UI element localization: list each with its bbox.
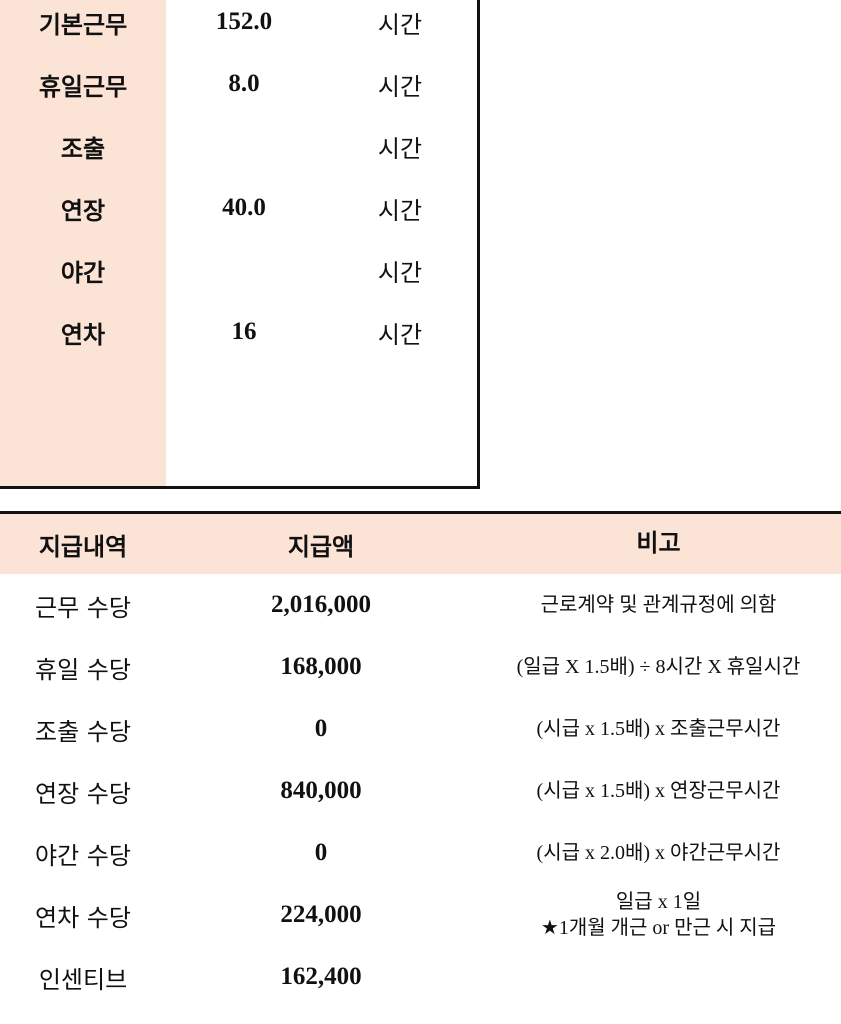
hours-row: 기본근무 152.0 시간: [0, 0, 478, 53]
header-note: 비고: [636, 529, 681, 558]
hours-value: 152.0: [215, 8, 273, 35]
hours-row: 휴일근무 8.0 시간: [0, 53, 478, 115]
hours-row: 연장 40.0 시간: [0, 177, 478, 239]
pay-note: (시급 x 1.5배) x 연장근무시간: [476, 778, 841, 804]
pay-row: 연차 수당 224,000 일급 x 1일 ★1개월 개근 or 만근 시 지급: [0, 884, 841, 946]
pay-amount: 2,016,000: [271, 591, 371, 618]
pay-item: 연차 수당: [35, 903, 131, 932]
pay-item: 조출 수당: [35, 717, 131, 746]
hours-value: 8.0: [228, 70, 260, 97]
pay-amount: 0: [314, 715, 328, 742]
pay-note-line: 일급 x 1일: [615, 891, 702, 913]
pay-amount: 168,000: [280, 653, 362, 680]
pay-amount: 0: [314, 839, 328, 866]
pay-note-line: (시급 x 1.5배) x 조출근무시간: [536, 718, 781, 740]
hours-label: 연장: [60, 196, 106, 225]
pay-note: 일급 x 1일 ★1개월 개근 or 만근 시 지급: [476, 889, 841, 941]
pay-item: 야간 수당: [35, 841, 131, 870]
pay-note: (시급 x 2.0배) x 야간근무시간: [476, 840, 841, 866]
pay-note-line: (일급 X 1.5배) ÷ 8시간 X 휴일시간: [516, 656, 801, 678]
pay-amount: 224,000: [280, 901, 362, 928]
hours-row: 야간 시간: [0, 239, 478, 301]
pay-item: 인센티브: [38, 965, 128, 994]
hours-row: 연차 16 시간: [0, 301, 478, 363]
pay-note-line-2: ★1개월 개근 or 만근 시 지급: [540, 917, 777, 939]
pay-note: 근로계약 및 관계규정에 의함: [476, 592, 841, 618]
hours-label: 휴일근무: [38, 72, 128, 101]
hours-row: 조출 시간: [0, 115, 478, 177]
hours-label-column: [0, 0, 166, 486]
hours-unit: 시간: [377, 196, 423, 225]
pay-row: 조출 수당 0 (시급 x 1.5배) x 조출근무시간: [0, 698, 841, 760]
pay-note: (시급 x 1.5배) x 조출근무시간: [476, 716, 841, 742]
hours-value: 40.0: [222, 194, 266, 221]
pay-row: 인센티브 162,400: [0, 946, 841, 1008]
pay-amount: 162,400: [280, 963, 362, 990]
hours-unit: 시간: [377, 320, 423, 349]
pay-note-line: 근로계약 및 관계규정에 의함: [540, 594, 777, 616]
pay-row: 근무 수당 2,016,000 근로계약 및 관계규정에 의함: [0, 574, 841, 636]
hours-table: 기본근무 152.0 시간 휴일근무 8.0 시간 조출 시간 연장 40.0 시간 야간 시간 연차 16…: [0, 0, 480, 489]
pay-table: 지급내역 지급액 비고 근무 수당 2,016,000 근로계약 및 관계규정에 의…: [0, 511, 841, 1008]
pay-note-line: (시급 x 2.0배) x 야간근무시간: [536, 842, 781, 864]
pay-table-header: 지급내역 지급액 비고: [0, 514, 841, 574]
hours-unit: 시간: [377, 258, 423, 287]
hours-label: 조출: [60, 134, 106, 163]
hours-label: 기본근무: [38, 10, 128, 39]
header-item: 지급내역: [38, 532, 128, 561]
hours-label: 연차: [60, 320, 106, 349]
pay-note: (일급 X 1.5배) ÷ 8시간 X 휴일시간: [476, 654, 841, 680]
hours-unit: 시간: [377, 10, 423, 39]
pay-note-line: (시급 x 1.5배) x 연장근무시간: [536, 780, 781, 802]
hours-value: 16: [231, 318, 257, 345]
pay-item: 근무 수당: [35, 593, 131, 622]
hours-unit: 시간: [377, 134, 423, 163]
pay-row: 야간 수당 0 (시급 x 2.0배) x 야간근무시간: [0, 822, 841, 884]
pay-row: 휴일 수당 168,000 (일급 X 1.5배) ÷ 8시간 X 휴일시간: [0, 636, 841, 698]
hours-unit: 시간: [377, 72, 423, 101]
hours-label: 야간: [60, 258, 106, 287]
pay-amount: 840,000: [280, 777, 362, 804]
pay-item: 연장 수당: [35, 779, 131, 808]
pay-row: 연장 수당 840,000 (시급 x 1.5배) x 연장근무시간: [0, 760, 841, 822]
header-amount: 지급액: [287, 532, 355, 561]
pay-item: 휴일 수당: [35, 655, 131, 684]
